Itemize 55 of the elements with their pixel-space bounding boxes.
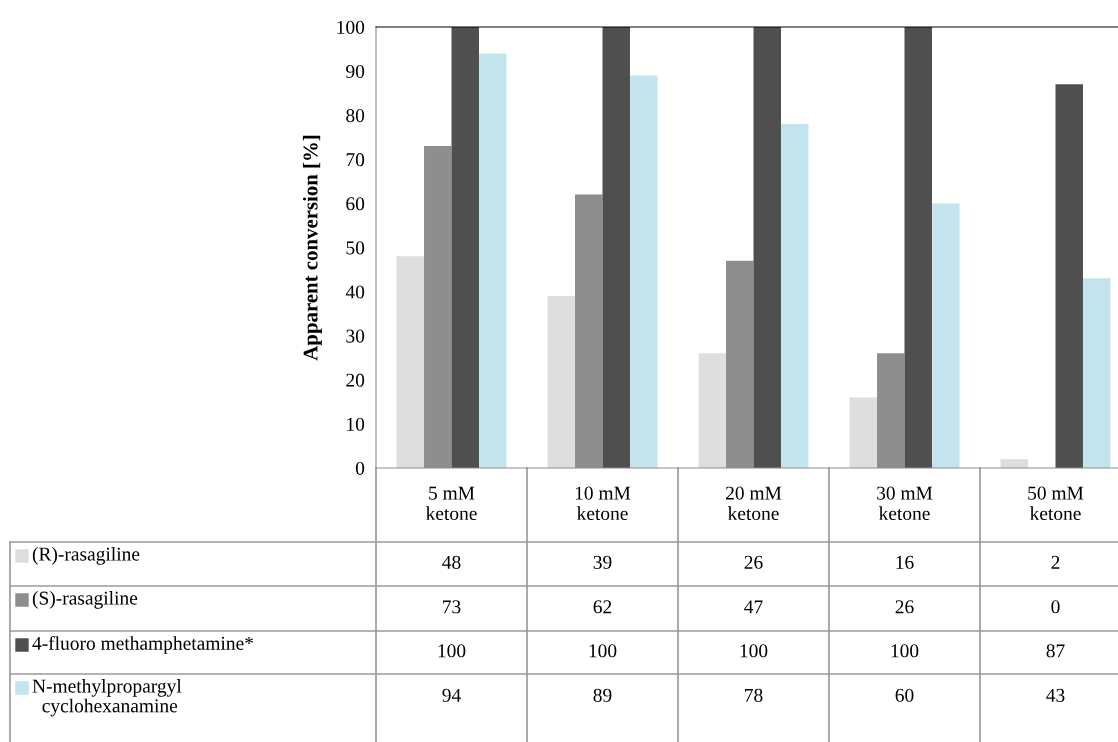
bar	[1055, 84, 1083, 468]
data-label: 100	[891, 644, 919, 658]
data-label: 78	[745, 688, 763, 702]
x-tick-label: 20 mM ketone	[725, 486, 782, 521]
y-tick-label: 50	[346, 241, 365, 255]
bar	[1082, 278, 1111, 468]
x-tick-label: 10 mM ketone	[575, 486, 631, 521]
bar	[698, 353, 727, 468]
x-tick-label: 30 mM ketone	[877, 486, 933, 521]
legend-label: (S)-rasagiline	[32, 591, 138, 609]
y-tick-label: 30	[346, 329, 365, 343]
legend-label: N-methylpropargyl cyclohexanamine	[32, 679, 182, 717]
data-label: 73	[443, 600, 461, 614]
legend-label: (R)-rasagiline	[32, 547, 140, 565]
data-label: 94	[442, 688, 461, 702]
data-label: 39	[593, 555, 612, 569]
data-label: 26	[744, 555, 763, 569]
y-tick-label: 70	[346, 153, 365, 167]
y-tick-label: 40	[345, 285, 365, 299]
data-label: 60	[895, 688, 914, 702]
y-tick-label: 10	[347, 417, 365, 431]
y-tick-label: 90	[346, 64, 365, 79]
data-label: 100	[589, 644, 617, 658]
bar	[904, 27, 932, 468]
y-tick-label: 100	[337, 20, 365, 34]
bar	[629, 75, 658, 468]
data-label: 48	[442, 555, 461, 569]
data-label: 0	[1051, 600, 1060, 614]
data-label: 100	[438, 644, 466, 658]
bar	[547, 296, 576, 468]
y-tick-label: 60	[346, 197, 365, 211]
bar	[753, 27, 781, 468]
bar	[780, 124, 809, 468]
legend-label: 4-fluoro methamphetamine*	[32, 636, 253, 654]
data-label: 100	[740, 644, 768, 658]
data-label: 89	[593, 688, 612, 702]
x-tick-label: 5 mM ketone	[425, 486, 477, 521]
data-label: 2	[1051, 555, 1060, 569]
data-label: 87	[1046, 644, 1065, 658]
bar	[849, 397, 878, 468]
data-label: 62	[593, 600, 612, 614]
data-label: 16	[896, 555, 914, 569]
data-label: 47	[744, 600, 763, 614]
y-tick-label: 80	[346, 109, 365, 123]
data-label: 43	[1046, 688, 1065, 702]
bar	[396, 256, 425, 468]
data-label: 26	[895, 600, 914, 614]
bar	[602, 27, 630, 468]
y-tick-label: 0	[355, 461, 365, 475]
bar	[451, 27, 479, 468]
x-tick-label: 50 mM ketone	[1028, 486, 1084, 521]
bar	[478, 53, 507, 468]
bar	[931, 203, 960, 468]
y-tick-label: 20	[346, 373, 365, 387]
y-axis-title: Apparent conversion [%]	[302, 135, 322, 361]
